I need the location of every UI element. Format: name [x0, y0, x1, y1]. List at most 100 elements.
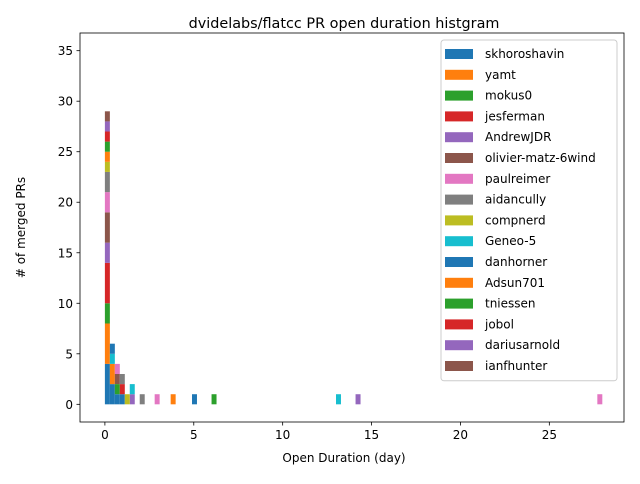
bar-Adsun701-0: [104, 151, 110, 162]
legend-swatch: [445, 194, 473, 205]
legend-swatch: [445, 111, 473, 122]
series-aidancully: [104, 171, 145, 405]
bar-danhorner-0: [109, 343, 115, 354]
axes-layer: [79, 32, 625, 423]
legend-label: tniessen: [485, 297, 536, 311]
series-yamt: [104, 323, 176, 405]
x-tick-label: 5: [190, 428, 198, 442]
legend-swatch: [445, 90, 473, 101]
series-jesferman: [104, 262, 125, 395]
legend-label: dariusarnold: [485, 338, 560, 352]
series-olivier-matz-6wind: [104, 212, 120, 385]
bar-yamt-1: [109, 363, 115, 385]
x-tick-label: 25: [542, 428, 557, 442]
bar-compnerd-1: [124, 394, 130, 405]
chart-title: dvidelabs/flatcc PR open duration histgr…: [189, 16, 500, 32]
series-ianfhunter: [104, 111, 110, 122]
legend-swatch: [445, 69, 473, 80]
bar-mokus0-1: [114, 384, 120, 395]
legend-swatch: [445, 173, 473, 184]
bar-mokus0-2: [211, 394, 217, 405]
series-tniessen: [104, 141, 110, 152]
x-axis-ticks: 0 5 10 15 20 25: [101, 422, 557, 442]
legend-label: mokus0: [485, 89, 532, 103]
legend-swatch: [445, 361, 473, 371]
bar-olivier-matz-6wind-0: [104, 212, 110, 243]
plot-frame: [79, 32, 625, 423]
x-tick-label: 0: [101, 428, 109, 442]
legend-swatch: [445, 340, 473, 351]
legend-swatch: [445, 298, 473, 309]
legend-label: skhoroshavin: [485, 47, 564, 61]
y-tick-label: 30: [58, 95, 73, 109]
bar-paulreimer-2: [154, 394, 160, 405]
bar-dariusarnold-0: [104, 121, 110, 132]
bar-yamt-0: [104, 323, 110, 364]
legend-swatch: [445, 257, 473, 267]
legend-swatch: [445, 215, 473, 226]
bar-jesferman-0: [104, 262, 110, 304]
series-jobol: [104, 131, 110, 142]
bar-AndrewJDR-2: [355, 394, 361, 405]
bar-skhoroshavin-1: [109, 384, 115, 405]
legend-label: Geneo-5: [485, 234, 536, 248]
legend-label: yamt: [485, 68, 516, 82]
bar-skhoroshavin-2: [114, 394, 120, 405]
legend-label: paulreimer: [485, 172, 550, 186]
bar-paulreimer-0: [104, 192, 110, 213]
bar-aidancully-0: [104, 171, 110, 193]
bar-yamt-2: [170, 394, 176, 405]
legend-frame: [440, 39, 618, 382]
y-axis-label: # of merged PRs: [14, 177, 28, 278]
series-Adsun701: [104, 151, 110, 162]
bar-jesferman-1: [119, 384, 125, 395]
bar-skhoroshavin-3: [119, 394, 125, 405]
bar-aidancully-2: [139, 394, 145, 405]
series-dariusarnold: [104, 121, 110, 132]
legend-swatch: [445, 132, 473, 143]
legend-label: AndrewJDR: [485, 130, 551, 144]
bar-olivier-matz-6wind-1: [114, 374, 120, 385]
legend-label: aidancully: [485, 193, 546, 207]
legend-swatch: [445, 319, 473, 330]
y-tick-label: 10: [58, 297, 73, 311]
series-AndrewJDR: [104, 242, 361, 405]
x-tick-label: 20: [453, 428, 468, 442]
series-Geneo-5: [109, 353, 341, 405]
legend-label: jobol: [484, 317, 514, 331]
bars-layer: [104, 111, 603, 405]
series-compnerd: [104, 161, 130, 405]
bar-tniessen-0: [104, 141, 110, 152]
series-mokus0: [104, 303, 217, 405]
series-danhorner: [109, 343, 115, 354]
bar-compnerd-0: [104, 161, 110, 172]
y-tick-label: 15: [58, 246, 73, 260]
x-axis-label: Open Duration (day): [282, 451, 405, 465]
bar-mokus0-0: [104, 303, 110, 324]
bar-skhoroshavin-0: [104, 363, 110, 405]
legend-swatch: [445, 153, 473, 163]
series-skhoroshavin: [104, 363, 197, 405]
bar-paulreimer-1: [114, 363, 120, 375]
legend-label: ianfhunter: [485, 359, 547, 373]
y-tick-label: 35: [58, 44, 73, 58]
y-tick-label: 5: [65, 347, 73, 361]
legend-swatch: [445, 277, 473, 288]
bar-AndrewJDR-0: [104, 242, 110, 263]
legend-label: olivier-matz-6wind: [485, 151, 596, 165]
bar-paulreimer-3: [597, 394, 603, 405]
y-tick-label: 20: [58, 196, 73, 210]
bar-jobol-0: [104, 131, 110, 142]
bar-Geneo-5-0: [109, 353, 115, 364]
x-tick-label: 10: [275, 428, 290, 442]
bar-Geneo-5-2: [336, 394, 341, 405]
y-tick-label: 25: [58, 145, 73, 159]
bar-AndrewJDR-1: [129, 394, 135, 405]
legend-label: compnerd: [485, 213, 546, 227]
series-paulreimer: [104, 192, 603, 405]
legend-label: danhorner: [485, 255, 547, 269]
legend-swatch: [445, 236, 473, 247]
legend-label: Adsun701: [485, 276, 545, 290]
